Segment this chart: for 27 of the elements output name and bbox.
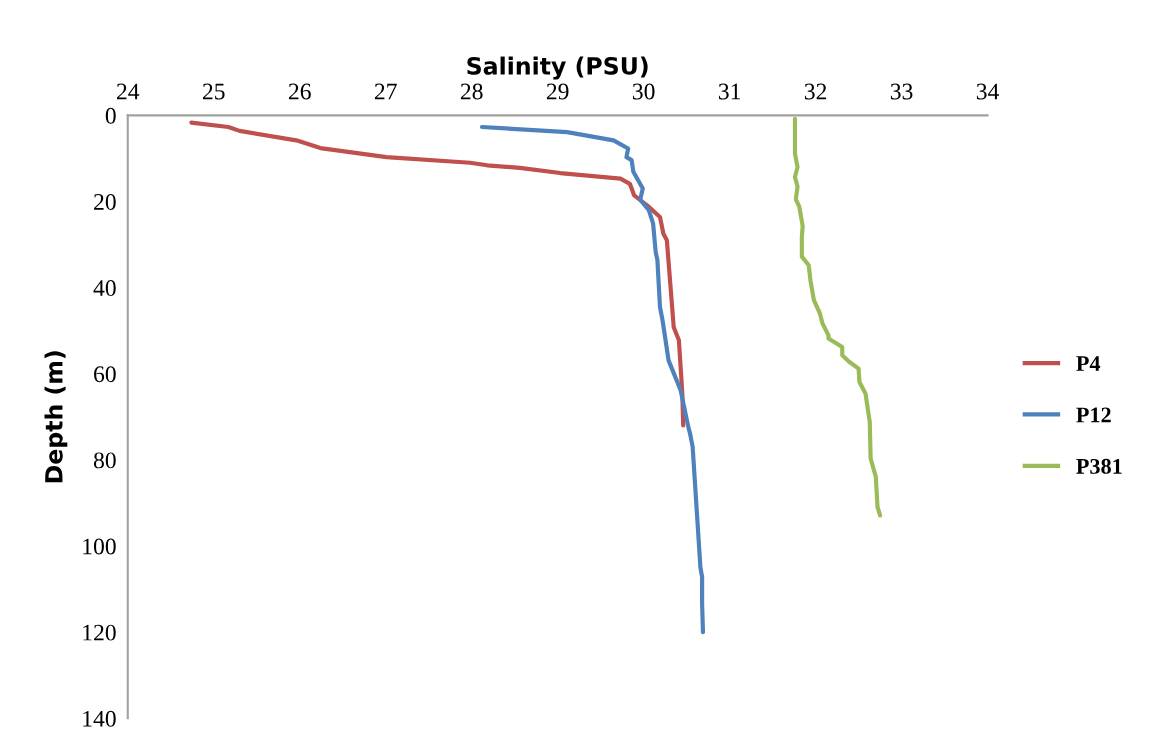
legend-label: P4 <box>1076 356 1101 371</box>
y-tick-label: 100 <box>83 538 116 555</box>
y-tick-label: 40 <box>93 280 116 297</box>
y-tick-label: 20 <box>94 193 116 210</box>
line-series <box>479 124 706 635</box>
line-series <box>189 120 686 428</box>
y-tick-label: 80 <box>93 452 116 469</box>
x-tick-label: 26 <box>288 83 311 100</box>
x-tick-label: 25 <box>202 83 225 100</box>
x-tick-label: 33 <box>890 83 913 100</box>
x-tick-label: 31 <box>718 83 741 100</box>
x-tick-label: 34 <box>976 83 999 100</box>
x-axis-title: Salinity (PSU) <box>467 56 648 80</box>
y-tick-label: 120 <box>83 624 116 641</box>
y-tick-label: 140 <box>83 710 116 727</box>
line-series <box>792 116 883 518</box>
x-tick-label: 24 <box>116 83 140 100</box>
y-axis-title: Depth (m) <box>44 351 68 483</box>
x-tick-label: 29 <box>546 83 569 100</box>
y-tick-label: 0 <box>105 107 116 124</box>
x-tick-label: 32 <box>804 83 827 100</box>
x-tick-label: 28 <box>460 83 483 100</box>
y-tick-label: 60 <box>94 366 116 383</box>
x-tick-label: 30 <box>632 83 655 100</box>
legend-label: P381 <box>1076 458 1122 474</box>
x-tick-label: 27 <box>374 83 397 100</box>
legend-label: P12 <box>1076 407 1111 423</box>
